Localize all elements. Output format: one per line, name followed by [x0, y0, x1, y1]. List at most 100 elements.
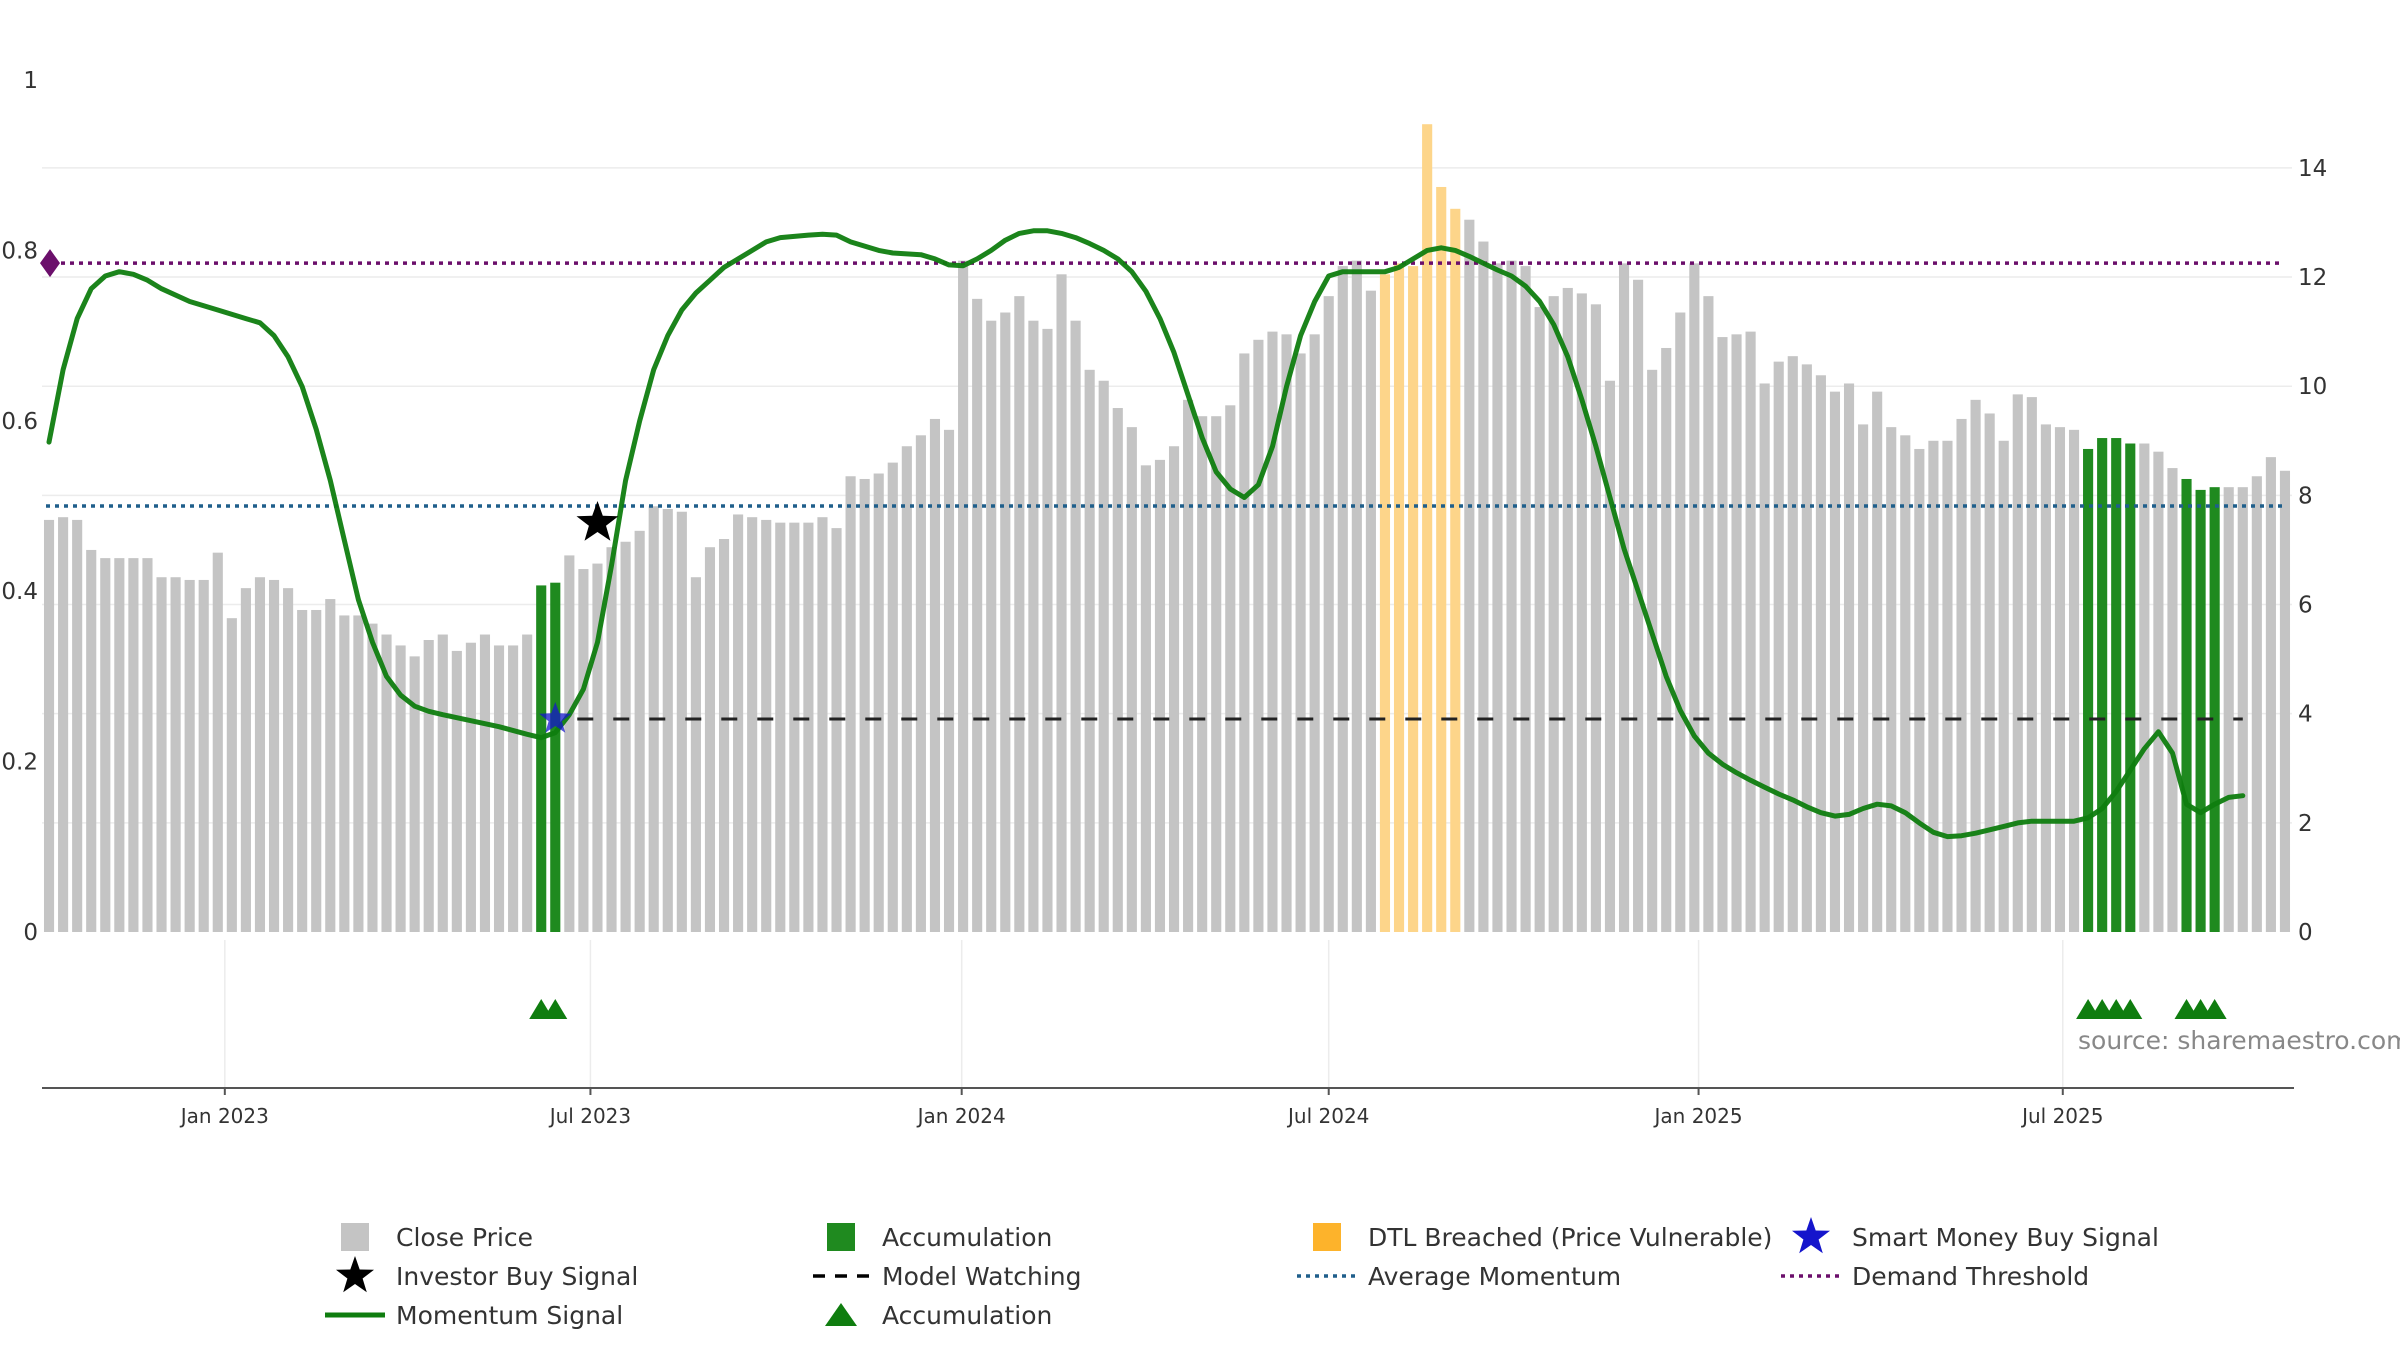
close-price-bar [184, 579, 195, 932]
legend-square [1313, 1223, 1341, 1251]
close-price-bar [1014, 296, 1025, 932]
close-price-bar [972, 298, 983, 932]
x-tick-label: Jan 2025 [1653, 1104, 1743, 1128]
legend-item: Accumulation [825, 1301, 1052, 1330]
close-price-bar [817, 517, 828, 932]
left-tick-label: 1 [23, 68, 38, 94]
close-price-bar [733, 514, 744, 932]
close-price-bar [2209, 487, 2220, 932]
close-price-bar [775, 522, 786, 932]
close-price-bar [1858, 424, 1869, 932]
close-price-bar [268, 579, 280, 932]
close-price-bar [718, 539, 730, 932]
close-price-bar [1984, 413, 1995, 932]
legend-star [336, 1256, 374, 1293]
close-price-bar [283, 588, 294, 932]
close-price-bar [325, 599, 336, 932]
legend-square [827, 1223, 855, 1251]
close-price-bar [915, 435, 926, 932]
close-price-bar [2279, 470, 2291, 932]
x-tick-label: Jan 2024 [916, 1104, 1006, 1128]
close-price-bar [156, 577, 167, 932]
close-price-bar [1154, 459, 1166, 932]
close-price-bar [1886, 427, 1897, 932]
legend-label: Smart Money Buy Signal [1852, 1223, 2159, 1252]
close-price-bar [1478, 241, 1489, 933]
close-price-bar [72, 519, 83, 932]
close-price-bar [493, 645, 505, 932]
close-price-bar [1534, 307, 1545, 932]
close-price-bar [170, 577, 181, 932]
accumulation-triangle [2118, 999, 2143, 1019]
close-price-bar [1689, 263, 1700, 932]
close-price-bar [803, 522, 814, 932]
close-price-bar [578, 569, 589, 932]
right-tick-label: 8 [2298, 483, 2313, 509]
close-price-bar [240, 588, 251, 932]
close-price-bar [1970, 399, 1981, 932]
close-price-bar [1281, 334, 1292, 933]
close-price-bar [1661, 347, 1672, 933]
close-price-bar [1562, 287, 1573, 933]
close-price-bar [2083, 448, 2094, 932]
legend-label: Momentum Signal [396, 1301, 623, 1330]
close-price-bar [1576, 293, 1587, 932]
close-price-bar [1464, 219, 1475, 932]
legend: Close Price Accumulation DTL Breached (Pri… [325, 1217, 2159, 1330]
close-price-bar [1211, 416, 1222, 932]
close-price-bar [86, 549, 97, 932]
legend-label: Investor Buy Signal [396, 1262, 638, 1291]
close-price-bar [1112, 408, 1123, 932]
legend-label: Demand Threshold [1852, 1262, 2089, 1291]
right-tick-label: 12 [2298, 265, 2327, 291]
left-tick-label: 0.2 [1, 750, 38, 776]
right-tick-label: 10 [2298, 374, 2327, 400]
close-price-bar [704, 547, 716, 932]
close-price-bar [1197, 416, 1208, 932]
close-price-bar [1351, 260, 1362, 932]
close-price-bar [1323, 296, 1334, 932]
investor-buy-signal [576, 501, 619, 541]
close-price-bar [1759, 383, 1770, 933]
close-price-bar [986, 320, 997, 932]
legend-label: DTL Breached (Price Vulnerable) [1368, 1223, 1772, 1252]
close-price-bar [297, 609, 308, 932]
close-price-bar [1633, 279, 1644, 932]
close-price-bar [423, 639, 434, 932]
close-price-bar [226, 618, 237, 932]
legend-item: Average Momentum [1297, 1262, 1621, 1291]
close-price-bar [1042, 328, 1053, 932]
close-price-bar [606, 547, 617, 932]
close-price-bar [465, 642, 476, 932]
close-price-bar [1422, 124, 1433, 933]
legend-item: Demand Threshold [1781, 1262, 2089, 1291]
source-text: source: sharemaestro.com [2078, 1026, 2400, 1055]
right-tick-label: 6 [2298, 593, 2313, 619]
close-price-bar [1731, 334, 1742, 933]
x-tick-label: Jul 2024 [1286, 1104, 1369, 1128]
close-price-bar [1618, 263, 1630, 932]
momentum-line [46, 228, 2246, 840]
close-price-bar [1928, 440, 1939, 932]
close-price-bar [1056, 274, 1067, 932]
close-price-bar [662, 509, 673, 932]
close-price-bar [1098, 380, 1109, 932]
close-price-bar [2012, 394, 2023, 933]
legend-triangle [825, 1303, 857, 1326]
close-price-bar [1000, 312, 1011, 933]
legend-item: Model Watching [813, 1262, 1082, 1291]
close-price-bar [676, 511, 687, 932]
close-price-bar [1253, 339, 1264, 932]
close-price-bar [2195, 489, 2206, 932]
legend-star [1792, 1217, 1830, 1254]
close-price-bar [1492, 263, 1503, 932]
close-price-bar [1140, 465, 1151, 932]
close-price-bar [339, 615, 350, 932]
close-price-bar [901, 446, 912, 932]
close-price-bar [1548, 296, 1559, 932]
close-price-bar [887, 462, 898, 932]
demand-threshold-marker [40, 249, 60, 278]
close-price-bar [1801, 364, 1812, 932]
